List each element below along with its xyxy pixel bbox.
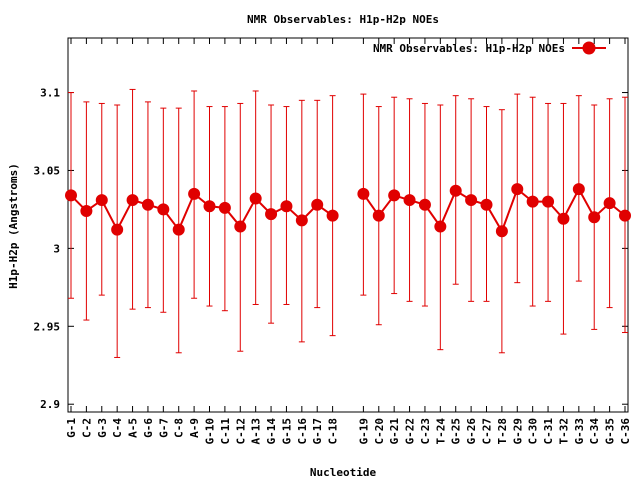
- data-point: [418, 198, 431, 211]
- x-tick-label: A-5: [127, 418, 140, 438]
- data-point: [372, 209, 385, 222]
- y-tick-label: 3.05: [34, 164, 61, 177]
- x-tick-label: G-21: [388, 418, 401, 445]
- x-tick-label: G-26: [465, 418, 478, 445]
- data-point: [311, 198, 324, 211]
- x-tick-label: C-31: [542, 418, 555, 445]
- data-point: [172, 223, 185, 236]
- x-tick-label: G-10: [204, 418, 217, 445]
- x-tick-label: A-13: [250, 418, 263, 445]
- y-tick-label: 2.9: [40, 398, 60, 411]
- data-point: [495, 225, 508, 238]
- legend-marker-sample: [582, 41, 596, 55]
- data-point: [295, 214, 308, 227]
- x-tick-label: G-17: [311, 418, 324, 445]
- data-point: [141, 198, 154, 211]
- chart-title: NMR Observables: H1p-H2p NOEs: [247, 13, 439, 26]
- x-tick-label: C-8: [173, 418, 186, 438]
- x-tick-label: G-6: [142, 418, 155, 438]
- data-point: [111, 223, 124, 236]
- data-point: [588, 211, 601, 224]
- data-point: [218, 201, 231, 214]
- data-point: [157, 203, 170, 216]
- data-point: [280, 200, 293, 213]
- data-point: [95, 194, 108, 207]
- data-point: [449, 184, 462, 197]
- x-tick-label: C-20: [373, 418, 386, 445]
- x-tick-label: C-11: [219, 418, 232, 445]
- plot-frame: [67, 37, 629, 413]
- x-tick-label: C-18: [327, 418, 340, 445]
- x-tick-label: T-32: [557, 418, 570, 445]
- data-point: [526, 195, 539, 208]
- x-tick-label: G-29: [511, 418, 524, 445]
- data-point: [619, 209, 631, 222]
- data-point: [542, 195, 555, 208]
- data-point: [572, 183, 585, 196]
- data-point: [234, 220, 247, 233]
- x-tick-label: C-16: [296, 418, 309, 445]
- x-axis-label: Nucleotide: [310, 466, 377, 479]
- data-point: [603, 197, 616, 210]
- data-point: [249, 192, 262, 205]
- data-point: [403, 194, 416, 207]
- data-point: [80, 204, 93, 217]
- x-tick-label: A-9: [188, 418, 201, 438]
- x-tick-label: C-36: [619, 418, 632, 445]
- data-point: [188, 187, 201, 200]
- x-tick-label: C-4: [111, 418, 124, 438]
- data-point: [203, 200, 216, 213]
- data-point: [557, 212, 570, 225]
- x-tick-label: C-34: [588, 418, 601, 445]
- x-tick-label: G-3: [96, 418, 109, 438]
- x-tick-label: C-2: [80, 418, 93, 438]
- y-axis-label: H1p-H2p (Angstroms): [7, 163, 20, 289]
- y-tick-label: 3.1: [40, 87, 60, 100]
- data-point: [388, 189, 401, 202]
- x-tick-label: G-35: [604, 418, 617, 445]
- x-tick-label: C-23: [419, 418, 432, 445]
- x-tick-label: T-28: [496, 418, 509, 445]
- x-tick-label: G-33: [573, 418, 586, 445]
- x-tick-label: G-19: [357, 418, 370, 445]
- x-tick-label: T-24: [434, 418, 447, 445]
- x-tick-label: G-7: [157, 418, 170, 438]
- data-point: [357, 187, 370, 200]
- x-tick-label: G-14: [265, 418, 278, 445]
- x-tick-label: G-25: [450, 418, 463, 445]
- x-tick-label: G-1: [65, 418, 78, 438]
- y-tick-label: 2.95: [34, 320, 61, 333]
- data-point: [65, 189, 77, 202]
- data-point: [480, 198, 493, 211]
- x-tick-label: G-15: [280, 418, 293, 445]
- data-point: [465, 194, 478, 207]
- x-tick-label: C-12: [234, 418, 247, 445]
- data-point: [265, 208, 278, 221]
- data-point: [326, 209, 339, 222]
- x-tick-label: C-30: [527, 418, 540, 445]
- data-point: [126, 194, 139, 207]
- x-tick-label: C-27: [481, 418, 494, 445]
- x-tick-label: G-22: [404, 418, 417, 445]
- y-tick-label: 3: [53, 242, 60, 255]
- legend: NMR Observables: H1p-H2p NOEs: [373, 41, 606, 55]
- legend-label: NMR Observables: H1p-H2p NOEs: [373, 42, 565, 55]
- data-point: [511, 183, 524, 196]
- data-point: [434, 220, 447, 233]
